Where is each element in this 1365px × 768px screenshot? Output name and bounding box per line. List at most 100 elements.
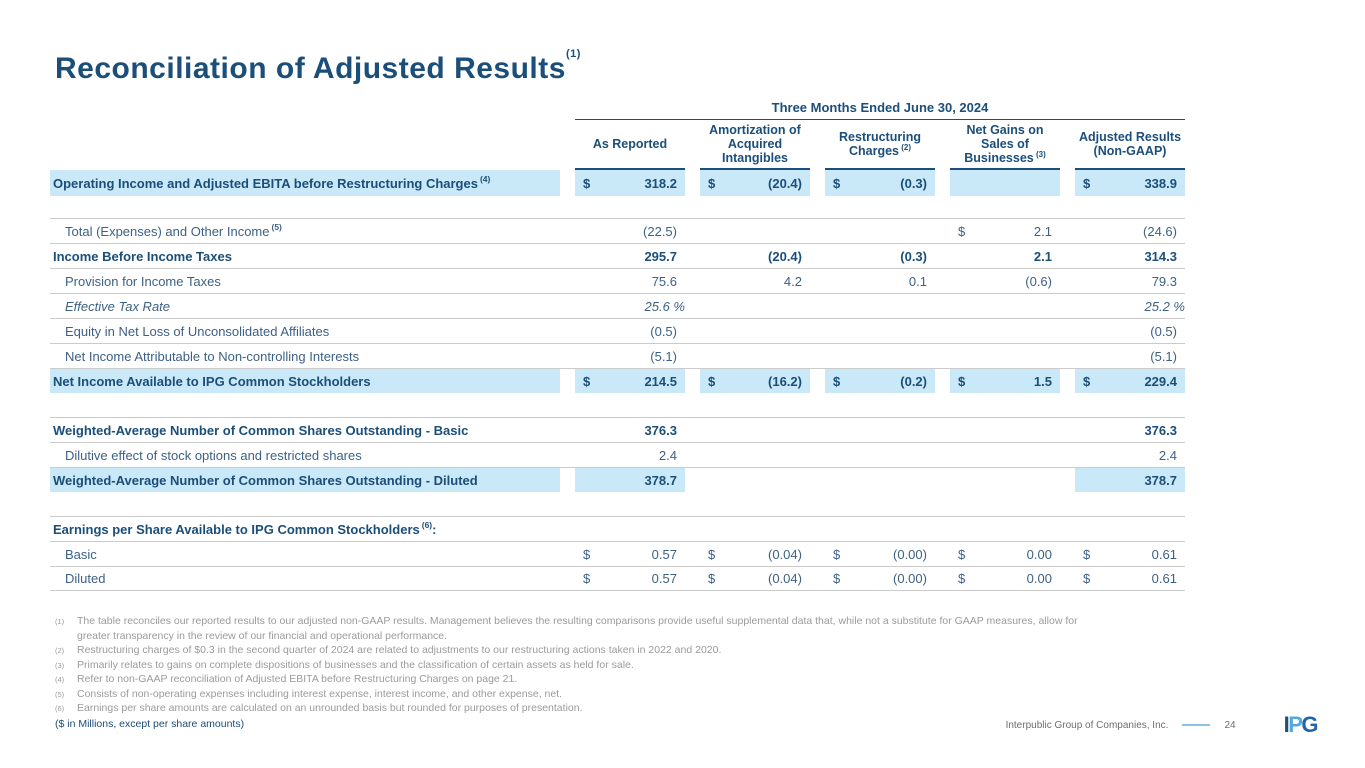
cell-adjusted: (0.5) <box>1075 319 1185 343</box>
table-row: Earnings per Share Available to IPG Comm… <box>50 516 1185 541</box>
row-label: Income Before Income Taxes <box>53 248 232 264</box>
cell-restructuring <box>825 344 935 368</box>
cell-as-reported: $318.2 <box>575 170 685 196</box>
cell-value: 378.7 <box>1144 472 1177 488</box>
cell-amortization <box>700 344 810 368</box>
cell-value: (5.1) <box>650 348 677 364</box>
table-row: Weighted-Average Number of Common Shares… <box>50 417 1185 442</box>
table-row: Total (Expenses) and Other Income (5) (22.… <box>50 218 1185 243</box>
row-label: Diluted <box>65 571 106 586</box>
cell-value: (0.5) <box>1150 323 1177 339</box>
dollar-sign: $ <box>583 373 591 389</box>
column-header-spacer <box>50 122 560 170</box>
cell-adjusted: 25.2 % <box>1075 294 1185 318</box>
cell-restructuring <box>825 443 935 467</box>
cell-adjusted: (24.6) <box>1075 219 1185 243</box>
column-headers: As Reported Amortization of Acquired Inta… <box>50 122 1185 170</box>
table-row: Diluted $0.57 $ (0.04) $ (0.00) $0.00 $0.61 <box>50 566 1185 591</box>
table-body: Operating Income and Adjusted EBITA befo… <box>50 170 1185 591</box>
dollar-sign: $ <box>708 571 716 586</box>
cell-amortization: (20.4) <box>700 244 810 268</box>
row-label: Provision for Income Taxes <box>65 273 221 289</box>
cell-adjusted: 79.3 <box>1075 269 1185 293</box>
row-label: Basic <box>65 546 97 562</box>
units-note: ($ in Millions, except per share amounts… <box>55 717 245 730</box>
cell-value: (0.00) <box>893 571 927 586</box>
ipg-logo: IPG <box>1284 714 1319 736</box>
dollar-sign: $ <box>958 223 966 239</box>
slide-footer: Interpublic Group of Companies, Inc. 24 … <box>1006 714 1319 736</box>
cell-amortization: $ (20.4) <box>700 170 810 196</box>
cell-amortization <box>700 418 810 442</box>
column-footnote-ref: (3) <box>1033 149 1046 159</box>
cell-net-gains <box>950 517 1060 541</box>
cell-adjusted: $0.61 <box>1075 542 1185 566</box>
dollar-sign: $ <box>958 571 966 586</box>
dollar-sign: $ <box>1083 373 1091 389</box>
table-row: Net Income Available to IPG Common Stock… <box>50 368 1185 393</box>
table-row: Dilutive effect of stock options and res… <box>50 442 1185 467</box>
footnote-marker: (1) <box>55 617 65 626</box>
dollar-sign: $ <box>583 175 591 191</box>
footnote: (2) Restructuring charges of $0.3 in the … <box>55 643 1100 658</box>
cell-amortization <box>700 219 810 243</box>
cell-adjusted: $338.9 <box>1075 170 1185 196</box>
cell-value: 318.2 <box>644 175 677 191</box>
cell-as-reported: 75.6 <box>575 269 685 293</box>
dollar-sign: $ <box>958 373 966 389</box>
cell-restructuring: $ (0.2) <box>825 369 935 393</box>
dollar-sign: $ <box>1083 175 1091 191</box>
cell-value: 25.6 % <box>644 298 685 314</box>
table-row: Effective Tax Rate 25.6 % 25.2 % <box>50 293 1185 318</box>
cell-restructuring: $ (0.3) <box>825 170 935 196</box>
footnote-text: Refer to non-GAAP reconciliation of Adju… <box>77 673 518 685</box>
cell-value: 229.4 <box>1144 373 1177 389</box>
cell-value: (0.3) <box>900 248 927 264</box>
row-footnote-ref: (6) <box>421 520 433 530</box>
cell-value: (0.04) <box>768 571 802 586</box>
row-spacer <box>50 196 1185 218</box>
cell-amortization <box>700 443 810 467</box>
cell-restructuring <box>825 319 935 343</box>
cell-amortization <box>700 294 810 318</box>
cell-value: 2.1 <box>1033 223 1052 239</box>
row-footnote-ref: (4) <box>479 174 491 184</box>
cell-as-reported: 378.7 <box>575 468 685 492</box>
cell-net-gains: $2.1 <box>950 219 1060 243</box>
cell-value: 2.4 <box>1158 447 1177 463</box>
reconciliation-table: Three Months Ended June 30, 2024 As Repo… <box>50 100 1185 591</box>
cell-value: (0.3) <box>900 175 927 191</box>
footnote-marker: (5) <box>55 689 65 699</box>
period-header-spacer <box>50 100 560 120</box>
cell-adjusted: 378.7 <box>1075 468 1185 492</box>
cell-as-reported: (22.5) <box>575 219 685 243</box>
footnote-marker: (6) <box>55 704 65 713</box>
cell-value: (0.2) <box>900 373 927 389</box>
page-number: 24 <box>1224 719 1236 731</box>
cell-amortization <box>700 468 810 492</box>
cell-value: (0.5) <box>650 323 677 339</box>
cell-value: 295.7 <box>644 248 677 264</box>
cell-amortization: $ (0.04) <box>700 542 810 566</box>
cell-adjusted: $0.61 <box>1075 567 1185 590</box>
cell-value: 4.2 <box>783 273 802 289</box>
cell-value: 0.61 <box>1151 571 1177 586</box>
cell-restructuring <box>825 517 935 541</box>
footnote-text: The table reconciles our reported result… <box>77 615 1078 642</box>
cell-adjusted <box>1075 517 1185 541</box>
column-header-adjusted: Adjusted Results (Non-GAAP) <box>1075 122 1185 170</box>
cell-as-reported <box>575 517 685 541</box>
cell-adjusted: 2.4 <box>1075 443 1185 467</box>
column-header-amortization: Amortization of Acquired Intangibles <box>700 122 810 170</box>
cell-as-reported: 25.6 % <box>575 294 685 318</box>
row-label: Effective Tax Rate <box>65 298 171 314</box>
row-label: Net Income Attributable to Non-controlli… <box>65 348 360 364</box>
cell-value: 75.6 <box>651 273 677 289</box>
table-row: Income Before Income Taxes 295.7 (20.4) (0.… <box>50 243 1185 268</box>
dollar-sign: $ <box>708 373 716 389</box>
cell-as-reported: (0.5) <box>575 319 685 343</box>
cell-amortization <box>700 517 810 541</box>
row-label: Net Income Available to IPG Common Stock… <box>50 369 560 393</box>
footer-divider <box>1182 724 1211 726</box>
